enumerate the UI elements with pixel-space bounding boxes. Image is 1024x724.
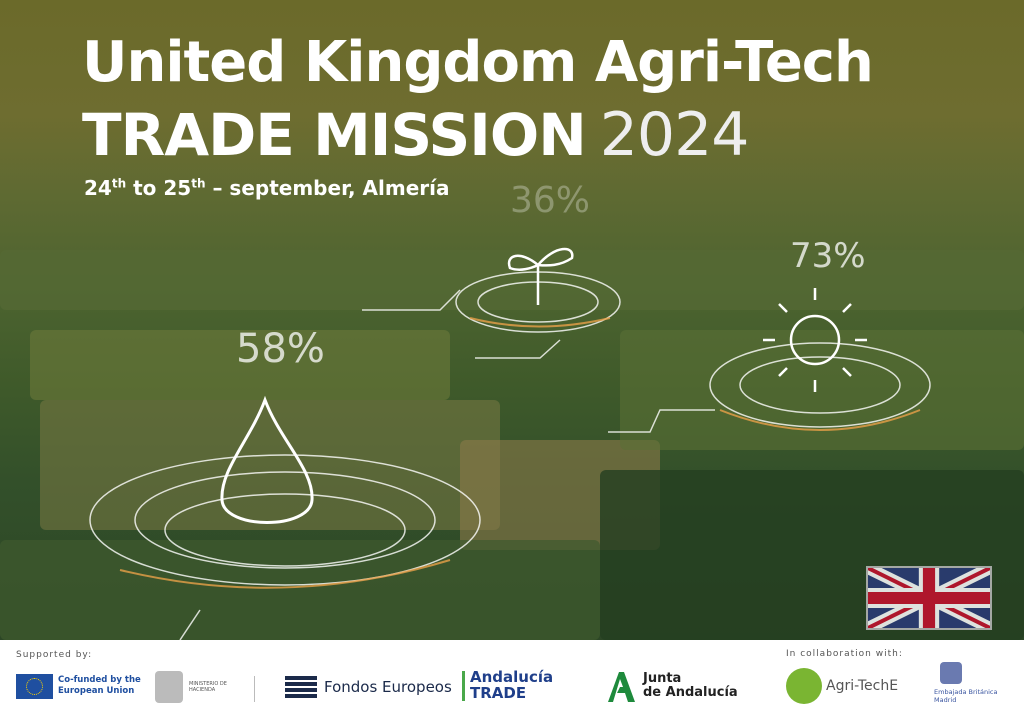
junta-line1: Junta (643, 671, 682, 686)
hero-image: United Kingdom Agri-Tech TRADE MISSION 20… (0, 0, 1024, 640)
junta-andalucia-icon (608, 672, 635, 702)
sun-icon (763, 288, 867, 392)
sprout-icon (507, 247, 574, 305)
andalucia-trade-bar (462, 671, 465, 701)
collaboration-label: In collaboration with: (786, 649, 903, 659)
title-line-2: TRADE MISSION 2024 (82, 100, 750, 170)
agritech-text: Agri-TechE (826, 678, 899, 694)
title-trade-mission: TRADE MISSION (82, 101, 587, 169)
water-drop-icon (220, 395, 314, 524)
plant-percentage: 36% (510, 180, 591, 221)
date-day-1: 24 (84, 176, 112, 200)
title-year: 2024 (599, 100, 750, 170)
ministerio-text: MINISTERIO DE HACIENDA (189, 681, 227, 693)
sun-percentage: 73% (790, 236, 866, 276)
date-to: to (133, 176, 157, 200)
fondos-europeos-text: Fondos Europeos (324, 678, 452, 696)
embajada-line1: Embajada Británica (934, 688, 998, 696)
date-day-2: 25 (163, 176, 192, 200)
agritech-icon (786, 668, 822, 704)
date-sup-1: th (111, 176, 127, 191)
date-sup-2: th (191, 176, 206, 191)
andalucia-trade-logo: Andalucía TRADE (470, 669, 553, 701)
embajada-line2: Madrid (934, 696, 957, 704)
eu-flag-icon (16, 674, 53, 699)
junta-andalucia-text: Junta de Andalucía (643, 672, 738, 700)
title-line-1: United Kingdom Agri-Tech (82, 30, 874, 95)
event-date: 24th to 25th – september, Almería (84, 176, 450, 200)
embajada-text: Embajada Británica Madrid (934, 688, 997, 704)
andalucia-trade-line2: TRADE (470, 684, 527, 702)
royal-arms-icon (940, 662, 962, 684)
supported-by-label: Supported by: (16, 650, 93, 660)
tech-overlay (119, 247, 931, 640)
divider (254, 676, 255, 702)
water-percentage: 58% (236, 326, 325, 372)
andalucia-trade-line1: Andalucía (470, 668, 554, 686)
date-location: – september, Almería (212, 176, 450, 200)
spain-coat-of-arms-icon (155, 671, 183, 703)
junta-line2: de Andalucía (643, 685, 738, 700)
fondos-europeos-icon (285, 676, 317, 700)
uk-flag-icon (866, 566, 992, 630)
eu-logo-text: Co-funded by the European Union (58, 675, 141, 696)
footer: Supported by: Co-funded by the European … (0, 640, 1024, 724)
